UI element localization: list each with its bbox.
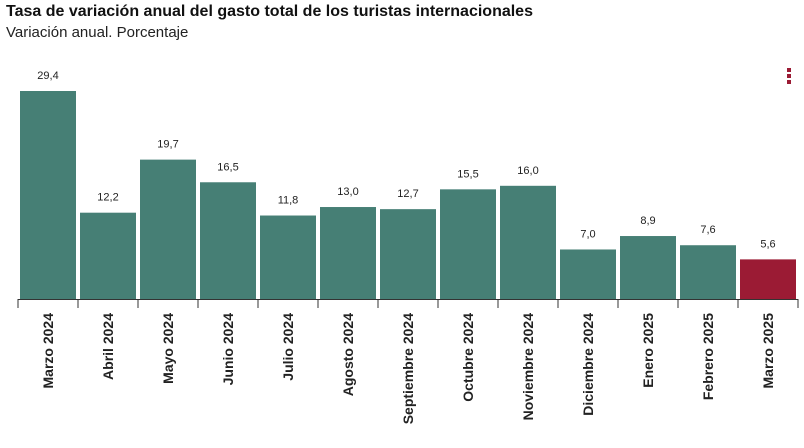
bar-8[interactable] [440,189,496,299]
x-tick-label-8: Octubre 2024 [460,313,476,402]
x-tick-label-7: Septiembre 2024 [400,313,416,424]
bar-value-label-12: 7,6 [700,224,715,236]
bar-value-label-5: 11,8 [278,195,299,207]
chart-subtitle: Variación anual. Porcentaje [6,24,189,41]
bar-7[interactable] [380,209,436,299]
bar-10[interactable] [560,249,616,299]
bar-value-label-2: 12,2 [97,192,118,204]
bar-13[interactable] [740,259,796,299]
bar-value-label-8: 15,5 [457,168,478,180]
bar-value-label-13: 5,6 [760,238,775,250]
bar-5[interactable] [260,215,316,299]
x-tick-label-12: Febrero 2025 [700,313,716,400]
bar-value-label-10: 7,0 [580,228,595,240]
bar-12[interactable] [680,245,736,299]
x-tick-label-4: Junio 2024 [220,313,236,386]
bar-3[interactable] [140,159,196,299]
bar-1[interactable] [20,91,76,299]
bar-value-label-1: 29,4 [37,70,58,82]
bar-value-label-11: 8,9 [640,215,655,227]
bar-11[interactable] [620,236,676,299]
bar-value-label-6: 13,0 [337,186,358,198]
more-vertical-icon[interactable] [786,68,792,86]
bar-9[interactable] [500,185,556,299]
x-tick-label-9: Noviembre 2024 [520,313,536,421]
x-tick-label-6: Agosto 2024 [340,313,356,396]
x-tick-label-1: Marzo 2024 [40,313,56,389]
x-tick-label-13: Marzo 2025 [760,313,776,389]
bar-2[interactable] [80,212,136,299]
bar-value-label-7: 12,7 [397,188,418,200]
x-tick-label-3: Mayo 2024 [160,313,176,384]
x-tick-label-10: Diciembre 2024 [580,313,596,416]
bar-value-label-3: 19,7 [157,139,178,151]
bar-4[interactable] [200,182,256,299]
bar-value-label-4: 16,5 [217,161,238,173]
x-tick-label-2: Abril 2024 [100,313,116,380]
x-tick-label-5: Julio 2024 [280,313,296,381]
bar-value-label-9: 16,0 [517,165,538,177]
chart-title: Tasa de variación anual del gasto total … [6,3,533,20]
x-tick-label-11: Enero 2025 [640,313,656,388]
bar-6[interactable] [320,207,376,299]
